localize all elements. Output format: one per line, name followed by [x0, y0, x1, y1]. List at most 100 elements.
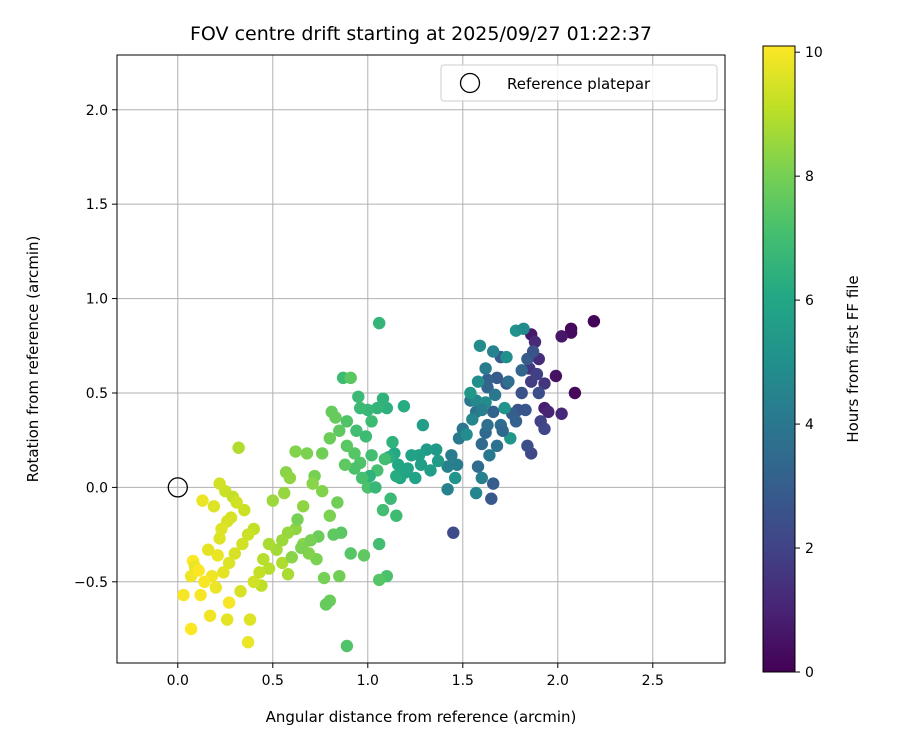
- colorbar-tick-label: 10: [805, 45, 823, 61]
- data-point: [376, 392, 390, 405]
- data-point: [281, 568, 295, 581]
- data-point: [502, 375, 515, 388]
- x-tick-label: 0.5: [262, 673, 284, 689]
- legend-marker-open-circle: [459, 72, 481, 94]
- data-point: [257, 552, 270, 566]
- data-point: [373, 537, 386, 551]
- data-point: [481, 381, 494, 394]
- data-point: [481, 418, 494, 432]
- plot-frame: [116, 54, 726, 664]
- data-point: [224, 511, 238, 524]
- data-point: [228, 547, 241, 560]
- data-point: [490, 439, 504, 453]
- data-point: [340, 639, 354, 653]
- legend: Reference platepar: [440, 64, 718, 102]
- data-point: [517, 322, 530, 335]
- data-point: [262, 537, 276, 551]
- data-point: [487, 405, 500, 419]
- data-point: [344, 371, 357, 385]
- data-point: [555, 330, 568, 343]
- colorbar-tick-label: 6: [805, 293, 814, 309]
- data-point: [352, 390, 365, 403]
- data-point: [530, 367, 544, 381]
- data-point: [416, 418, 430, 432]
- data-point: [297, 500, 310, 513]
- data-point: [207, 500, 221, 513]
- data-point: [447, 526, 460, 539]
- data-point: [348, 447, 361, 460]
- data-point: [232, 441, 245, 454]
- colorbar-label: Hours from first FF file: [844, 275, 862, 442]
- data-point: [262, 562, 276, 575]
- data-point: [203, 609, 217, 622]
- colorbar-tick-label: 8: [805, 169, 814, 185]
- data-point: [213, 532, 226, 545]
- y-tick-label: 0.5: [86, 386, 108, 402]
- data-point: [473, 339, 487, 352]
- data-point: [487, 477, 500, 490]
- data-point: [222, 556, 236, 570]
- x-tick-label: 0.0: [167, 673, 189, 689]
- colorbar-tick-label: 2: [805, 541, 814, 557]
- data-point: [369, 481, 382, 494]
- data-point: [378, 452, 392, 466]
- data-point: [295, 541, 308, 555]
- data-point: [365, 449, 378, 462]
- data-point: [460, 428, 473, 441]
- data-point: [198, 575, 211, 589]
- data-point: [488, 388, 502, 402]
- y-tick-label: 1.5: [86, 197, 108, 213]
- data-point: [236, 537, 249, 551]
- data-point: [209, 581, 222, 594]
- data-point: [392, 458, 405, 471]
- data-point: [241, 636, 255, 649]
- colorbar-ticks: 0 2 4 6 8 10: [795, 45, 823, 681]
- data-point: [266, 494, 279, 507]
- data-point: [485, 492, 498, 505]
- data-point: [285, 551, 298, 564]
- data-point: [466, 413, 479, 426]
- data-point: [359, 430, 373, 443]
- data-point: [376, 503, 390, 517]
- colorbar-gradient: [762, 45, 796, 673]
- data-point: [241, 528, 255, 541]
- data-point: [323, 509, 336, 522]
- data-point: [564, 326, 578, 339]
- data-point: [300, 447, 314, 460]
- data-point: [441, 460, 454, 473]
- x-tick-label: 2.5: [642, 673, 664, 689]
- data-point: [450, 458, 464, 471]
- data-point: [509, 415, 523, 428]
- data-point: [397, 400, 411, 413]
- data-point: [399, 466, 412, 479]
- data-point: [496, 424, 509, 437]
- data-point: [483, 449, 496, 462]
- data-point: [344, 547, 357, 560]
- data-point: [317, 571, 331, 585]
- colorbar-tick-label: 4: [805, 417, 814, 433]
- data-point: [217, 566, 230, 579]
- data-point: [333, 569, 346, 583]
- data-point: [504, 432, 517, 445]
- data-point: [475, 403, 488, 417]
- data-point: [409, 471, 422, 485]
- data-point: [340, 415, 354, 428]
- data-point: [555, 407, 568, 420]
- data-point: [390, 509, 403, 522]
- data-point: [373, 573, 386, 587]
- data-point: [238, 503, 251, 517]
- data-point: [373, 316, 386, 330]
- data-point: [542, 405, 555, 419]
- legend-entry-reference-platepar: Reference platepar: [507, 75, 651, 93]
- data-point: [357, 549, 371, 562]
- data-point: [306, 477, 319, 490]
- y-tick-label: 0.0: [86, 480, 108, 496]
- colorbar: 0 2 4 6 8 10 Hours from first FF file: [762, 45, 862, 681]
- y-tick-label: −0.5: [74, 575, 108, 591]
- x-tick-label: 1.5: [452, 673, 474, 689]
- data-point: [386, 435, 399, 449]
- data-point: [355, 471, 369, 485]
- data-point: [354, 401, 367, 415]
- x-tick-label: 1.0: [357, 673, 379, 689]
- data-point: [202, 543, 215, 556]
